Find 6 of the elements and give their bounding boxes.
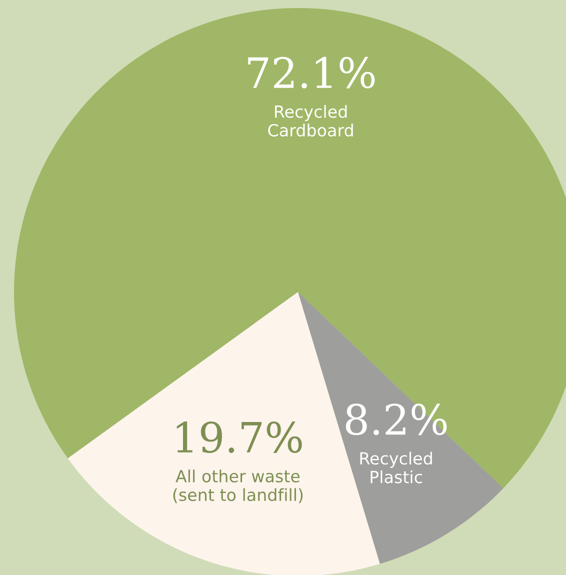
data-label: 8.2%: [346, 404, 447, 436]
data-label: 72.1%: [248, 56, 375, 88]
slice-label: Recycled Cardboard: [268, 105, 353, 137]
slice-label: Recycled Plastic: [360, 452, 432, 484]
slice-label: All other waste (sent to landfill): [173, 470, 303, 504]
data-label: 19.7%: [176, 421, 302, 453]
